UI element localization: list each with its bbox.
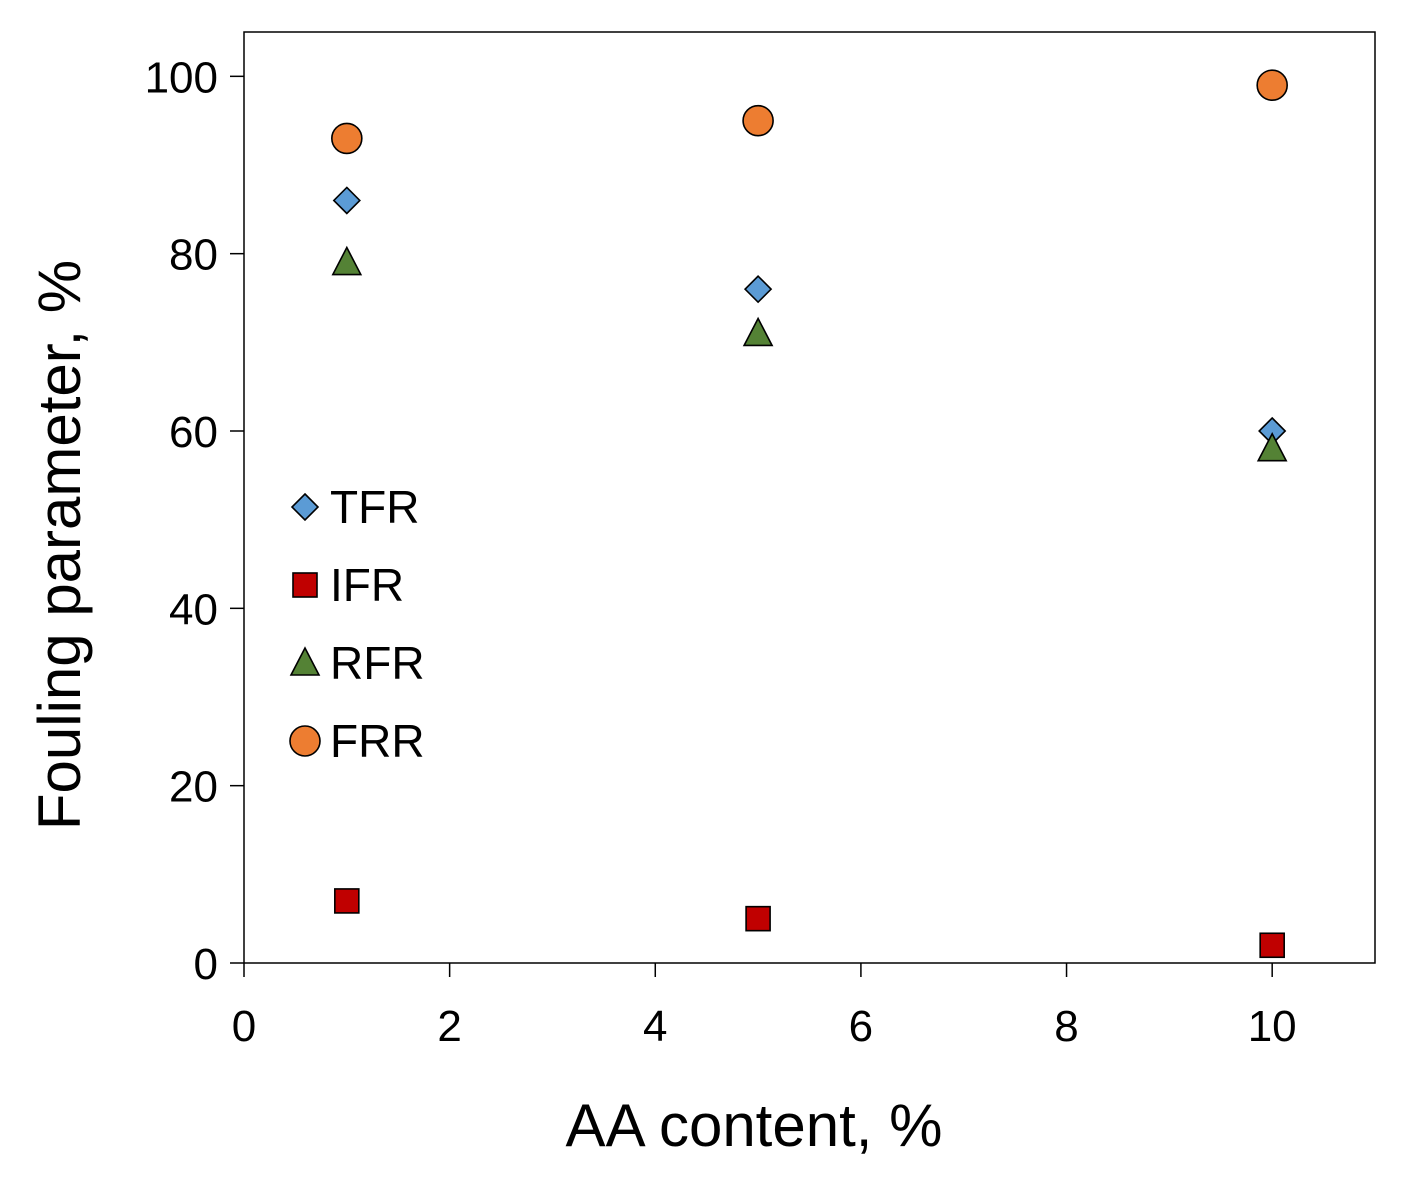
data-points (331, 69, 1288, 959)
y-tick-label: 20 (169, 763, 218, 812)
x-tick-label: 8 (1054, 1002, 1078, 1051)
x-tick-label: 2 (437, 1002, 461, 1051)
x-axis-ticks: 0 2 4 6 8 10 (232, 963, 1297, 1051)
legend: TFR IFR RFR FRR (289, 481, 425, 767)
legend-label: RFR (330, 637, 425, 689)
legend-label: TFR (330, 481, 419, 533)
tfr-point (743, 275, 773, 304)
rfr-point (1256, 431, 1288, 462)
y-axis-title: Fouling parameter, % (26, 260, 93, 830)
legend-item-tfr: TFR (290, 481, 419, 533)
y-tick-label: 100 (145, 53, 218, 102)
legend-label: IFR (330, 559, 404, 611)
y-tick-label: 60 (169, 408, 218, 457)
series-frr (331, 69, 1288, 155)
y-tick-label: 0 (194, 940, 218, 989)
legend-marker-ifr (292, 572, 318, 598)
legend-marker-frr (289, 725, 321, 757)
series-ifr (334, 888, 1285, 959)
ifr-point (745, 905, 771, 932)
x-tick-label: 0 (232, 1002, 256, 1051)
legend-item-rfr: RFR (289, 637, 425, 689)
legend-item-frr: FRR (289, 715, 425, 767)
plot-frame (243, 31, 1376, 964)
x-tick-label: 10 (1248, 1002, 1297, 1051)
y-tick-label: 40 (169, 585, 218, 634)
rfr-point (742, 316, 774, 347)
rfr-point (331, 245, 363, 276)
ifr-point (1259, 932, 1285, 959)
legend-item-ifr: IFR (292, 559, 404, 611)
series-tfr (332, 186, 1287, 446)
y-tick-label: 80 (169, 231, 218, 280)
ifr-point (334, 888, 360, 914)
legend-marker-tfr (290, 492, 320, 522)
x-tick-label: 4 (643, 1002, 667, 1051)
y-axis-ticks: 0 20 40 60 80 100 (145, 53, 244, 989)
frr-point (1256, 69, 1288, 101)
frr-point (742, 104, 774, 137)
x-axis-title: AA content, % (566, 1092, 943, 1159)
frr-point (331, 122, 363, 155)
tfr-point (332, 186, 361, 215)
x-tick-label: 6 (849, 1002, 873, 1051)
series-rfr (331, 245, 1288, 462)
legend-marker-rfr (289, 646, 321, 676)
legend-label: FRR (330, 715, 425, 767)
